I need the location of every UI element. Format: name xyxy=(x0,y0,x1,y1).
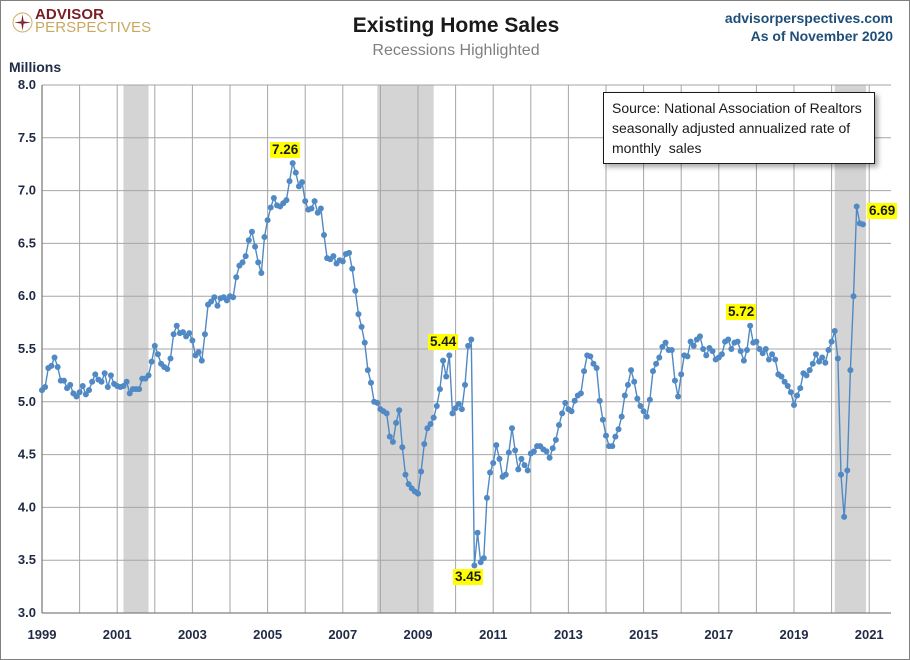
svg-text:2015: 2015 xyxy=(629,627,658,642)
svg-text:6.0: 6.0 xyxy=(18,288,36,303)
svg-text:1999: 1999 xyxy=(28,627,57,642)
svg-text:2017: 2017 xyxy=(704,627,733,642)
svg-text:4.0: 4.0 xyxy=(18,499,36,514)
svg-text:2009: 2009 xyxy=(404,627,433,642)
svg-text:2005: 2005 xyxy=(253,627,282,642)
svg-text:2013: 2013 xyxy=(554,627,583,642)
svg-text:6.5: 6.5 xyxy=(18,235,36,250)
svg-text:5.5: 5.5 xyxy=(18,341,36,356)
svg-text:3.0: 3.0 xyxy=(18,605,36,620)
svg-text:2003: 2003 xyxy=(178,627,207,642)
svg-text:7.5: 7.5 xyxy=(18,130,36,145)
svg-text:8.0: 8.0 xyxy=(18,77,36,92)
svg-text:7.0: 7.0 xyxy=(18,183,36,198)
svg-text:4.5: 4.5 xyxy=(18,447,36,462)
svg-text:2019: 2019 xyxy=(780,627,809,642)
svg-text:5.0: 5.0 xyxy=(18,394,36,409)
svg-text:2011: 2011 xyxy=(479,627,507,642)
svg-text:3.5: 3.5 xyxy=(18,552,36,567)
svg-text:2007: 2007 xyxy=(328,627,357,642)
svg-text:2021: 2021 xyxy=(855,627,884,642)
svg-text:2001: 2001 xyxy=(103,627,132,642)
